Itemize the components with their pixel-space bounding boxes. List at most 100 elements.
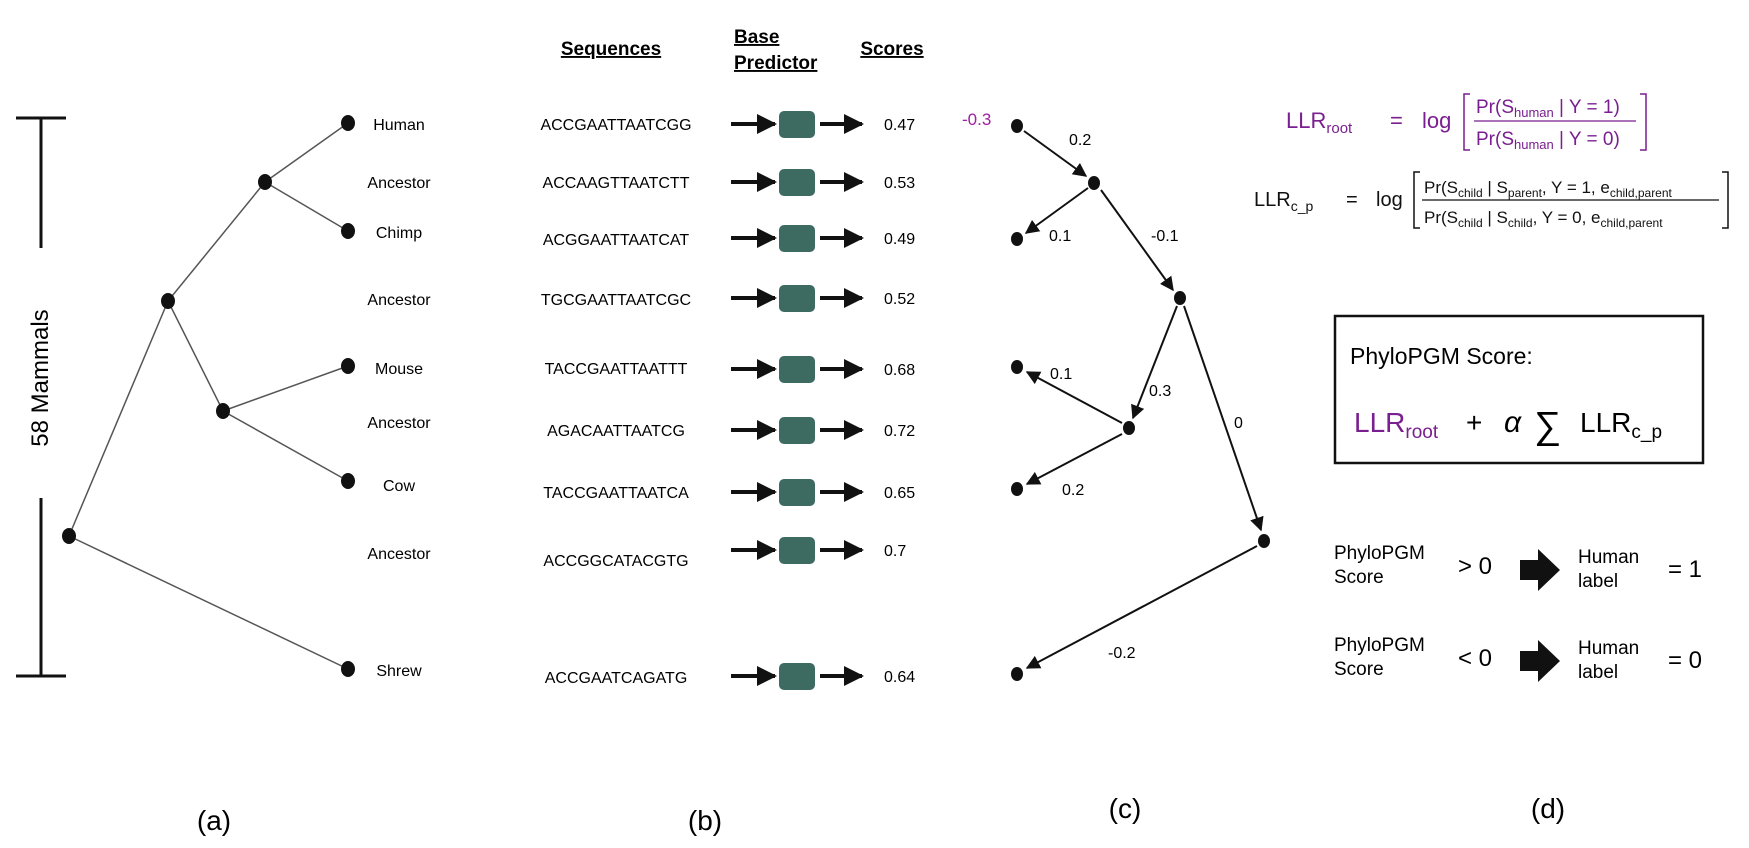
header-base-predictor-line1: Base xyxy=(734,27,779,48)
llr-edge xyxy=(1024,187,1089,234)
llr-cp-num-a: Pr(S xyxy=(1424,178,1458,197)
llr-root-num-tail: | Y = 1) xyxy=(1554,97,1620,118)
score-box-title: PhyloPGM Score: xyxy=(1350,343,1533,369)
llr-cp-num-sub3: child,parent xyxy=(1610,186,1673,200)
leaf-label-cow: Cow xyxy=(383,478,415,495)
caption-a: (a) xyxy=(197,805,231,836)
sequence-text: ACCAAGTTAATCTT xyxy=(543,175,690,192)
sequence-text: AGACAATTAATCG xyxy=(547,423,685,440)
llr-edge xyxy=(1183,305,1264,532)
sequence-text: ACCGAATCAGATG xyxy=(545,670,688,687)
rule-negative-arrow-icon xyxy=(1520,640,1560,682)
score-term2: LLR xyxy=(1580,407,1631,438)
llr-cp-log: log xyxy=(1376,189,1403,211)
llr-root-den-sub: human xyxy=(1514,137,1554,152)
base-predictor-box xyxy=(779,225,815,252)
llr-edge-label: 0.2 xyxy=(1062,482,1084,499)
llr-cp-den-sub3: child,parent xyxy=(1600,216,1663,230)
rule-negative-comparison: < 0 xyxy=(1458,645,1492,672)
llr-cp-num-c: , Y = 1, e xyxy=(1542,178,1610,197)
llr-node xyxy=(1123,421,1135,435)
llr-node xyxy=(1258,534,1270,548)
sequence-rows: ACCGAATTAATCGG 0.47 ACCAAGTTAATCTT 0.53 ACGG… xyxy=(540,111,915,690)
header-scores: Scores xyxy=(860,39,923,60)
sequence-row: ACCAAGTTAATCTT 0.53 xyxy=(543,169,915,196)
score-value: 0.72 xyxy=(884,423,915,440)
sequence-row: ACCGAATTAATCGG 0.47 xyxy=(540,111,915,138)
sequence-row: ACGGAATTAATCAT 0.49 xyxy=(543,225,915,252)
svg-text:LLRc_p: LLRc_p xyxy=(1254,189,1313,214)
sequence-text: TACCGAATTAATCA xyxy=(543,485,689,502)
panel-a: 58 Mammals Human Ancestor xyxy=(16,115,431,836)
rule-positive-result: = 1 xyxy=(1668,556,1702,583)
llr-edge xyxy=(1131,305,1178,420)
llr-cp-den-c: , Y = 0, e xyxy=(1533,208,1601,227)
rule-negative-result: = 0 xyxy=(1668,647,1702,674)
llr-root-lhs: LLR xyxy=(1286,108,1326,133)
score-alpha: α xyxy=(1504,406,1522,439)
base-predictor-box xyxy=(779,356,815,383)
score-value: 0.52 xyxy=(884,291,915,308)
svg-text:LLRroot: LLRroot xyxy=(1354,407,1439,443)
sequence-text: ACGGAATTAATCAT xyxy=(543,232,690,249)
tree-node-human xyxy=(341,115,355,131)
llr-node xyxy=(1011,232,1023,246)
score-value: 0.53 xyxy=(884,175,915,192)
llr-cp-lhs: LLR xyxy=(1254,189,1291,211)
tree-node-shrew xyxy=(341,661,355,677)
svg-text:LLRc_p: LLRc_p xyxy=(1580,407,1662,443)
rule-positive-line2: Score xyxy=(1334,567,1384,588)
llr-edge xyxy=(1100,189,1174,292)
llr-edge-label: 0.2 xyxy=(1069,132,1091,149)
tree-node-internal xyxy=(161,293,175,309)
leaf-label-human: Human xyxy=(373,117,425,134)
llr-root-bracket-left xyxy=(1463,93,1470,151)
llr-root-den: Pr(S xyxy=(1476,129,1514,150)
base-predictor-box xyxy=(779,111,815,138)
score-term2-sub: c_p xyxy=(1631,422,1662,443)
llr-cp-num-b: | S xyxy=(1483,178,1508,197)
leaf-label-chimp: Chimp xyxy=(376,225,422,242)
svg-text:Pr(Shuman | Y = 1): Pr(Shuman | Y = 1) xyxy=(1476,97,1620,120)
leaf-labels: Human Ancestor Chimp Ancestor Mouse Ance… xyxy=(367,117,431,680)
llr-edge xyxy=(1025,545,1258,669)
header-sequences: Sequences xyxy=(561,39,661,60)
sequence-row: TACCGAATTAATTT 0.68 xyxy=(545,356,915,383)
llr-root-equals: = xyxy=(1390,108,1403,133)
rule-negative-label1: Human xyxy=(1578,638,1639,659)
llr-cp-den-b: | S xyxy=(1483,208,1508,227)
sequence-row: TACCGAATTAATCA 0.65 xyxy=(543,479,915,506)
llr-cp-den-a: Pr(S xyxy=(1424,208,1458,227)
llr-root-lhs-sub: root xyxy=(1326,120,1353,137)
rule-negative-line2: Score xyxy=(1334,659,1384,680)
svg-text:Pr(Shuman | Y = 0): Pr(Shuman | Y = 0) xyxy=(1476,129,1620,152)
svg-text:LLRroot: LLRroot xyxy=(1286,108,1353,137)
tree-node-mouse xyxy=(341,358,355,374)
score-value: 0.7 xyxy=(884,543,906,560)
llr-edge xyxy=(1023,130,1088,177)
sequence-row: AGACAATTAATCG 0.72 xyxy=(547,417,915,444)
leaf-label-shrew: Shrew xyxy=(376,663,422,680)
tree-node-root xyxy=(62,528,76,544)
llr-edge xyxy=(1025,433,1123,485)
llr-tree-nodes xyxy=(1011,119,1270,681)
header-base-predictor-line2: Predictor xyxy=(734,53,818,74)
llr-root-value: -0.3 xyxy=(962,110,991,129)
llr-edge xyxy=(1025,371,1123,424)
rule-negative-line1: PhyloPGM xyxy=(1334,635,1425,656)
sequence-row: TGCGAATTAATCGC 0.52 xyxy=(541,285,915,312)
score-term1: LLR xyxy=(1354,407,1405,438)
llr-node xyxy=(1011,482,1023,496)
rule-positive-line1: PhyloPGM xyxy=(1334,543,1425,564)
score-box-formula: LLRroot + α ∑ LLRc_p xyxy=(1354,405,1662,447)
sequence-text: ACCGGCATACGTG xyxy=(543,553,688,570)
svg-text:Pr(Schild | Sparent, Y = 1, ec: Pr(Schild | Sparent, Y = 1, echild,paren… xyxy=(1424,178,1673,200)
llr-tree-edges xyxy=(1023,130,1264,669)
llr-edge-labels: 0.2 0.1 -0.1 0.1 0.3 0 0.2 -0.2 xyxy=(1049,132,1243,662)
llr-cp-bracket-right xyxy=(1722,171,1729,229)
llr-root-log: log xyxy=(1422,108,1451,133)
score-plus: + xyxy=(1466,407,1482,438)
rule-negative: PhyloPGM Score < 0 Human label = 0 xyxy=(1334,635,1702,683)
score-value: 0.64 xyxy=(884,669,915,686)
tree-node-chimp xyxy=(341,223,355,239)
